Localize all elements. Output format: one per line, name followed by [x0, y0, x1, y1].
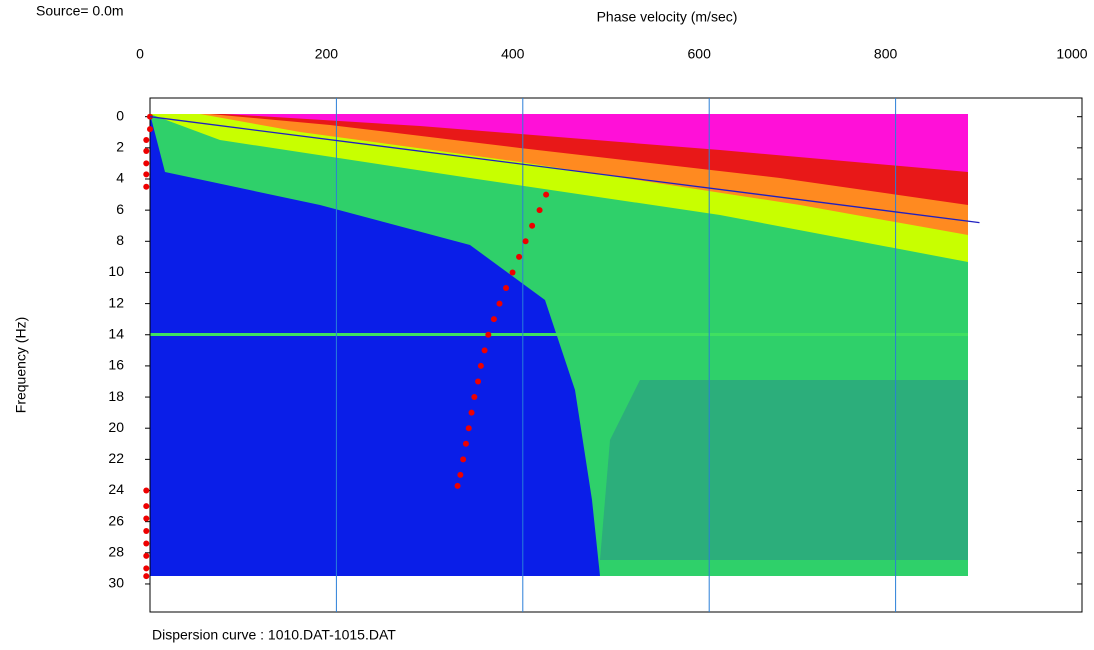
dispersion-point: [147, 126, 153, 133]
y-tick-label: 30: [108, 575, 124, 591]
dispersion-point: [143, 503, 150, 510]
dispersion-image: [150, 114, 968, 576]
y-tick-label: 18: [108, 388, 124, 404]
y-tick-label: 2: [116, 139, 124, 155]
plot-frame: [149, 97, 1083, 613]
y-tick-label: 6: [116, 201, 124, 217]
y-tick-label: 16: [108, 357, 124, 373]
velocity-line: [149, 116, 980, 224]
dispersion-point: [143, 528, 150, 535]
y-tick-label: 0: [116, 107, 124, 123]
dispersion-point: [143, 171, 150, 178]
y-tick-label: 24: [108, 481, 124, 497]
dispersion-point: [462, 440, 469, 447]
y-tick-label: 20: [108, 419, 124, 435]
dispersion-point: [143, 487, 150, 494]
dispersion-point: [143, 183, 150, 190]
y-tick-label: 8: [116, 232, 124, 248]
caption: Dispersion curve : 1010.DAT-1015.DAT: [152, 627, 396, 643]
dispersion-point: [143, 515, 150, 522]
x-tick-label: 0: [136, 46, 144, 62]
y-tick-label: 28: [108, 544, 124, 560]
dispersion-point: [490, 316, 497, 323]
dispersion-point: [468, 409, 475, 416]
x-tick-label: 600: [688, 46, 712, 62]
dispersion-point: [143, 552, 150, 559]
dispersion-point: [143, 160, 150, 167]
dispersion-point: [465, 425, 472, 432]
dispersion-point: [522, 238, 529, 245]
x-axis-label: Phase velocity (m/sec): [597, 9, 738, 25]
dispersion-point: [536, 207, 543, 214]
y-axis-label: Frequency (Hz): [13, 317, 29, 413]
dispersion-point: [529, 222, 536, 229]
dispersion-point: [543, 191, 550, 198]
x-tick-label: 200: [315, 46, 339, 62]
dispersion-point: [143, 540, 150, 547]
dispersion-point: [143, 573, 150, 580]
y-tick-label: 22: [108, 450, 124, 466]
dispersion-point: [516, 253, 523, 260]
y-tick-label: 12: [108, 294, 124, 310]
x-tick-label: 800: [874, 46, 898, 62]
dispersion-point: [509, 269, 516, 276]
dispersion-point: [496, 300, 503, 307]
dispersion-point: [485, 331, 492, 338]
x-tick-label: 400: [501, 46, 525, 62]
dispersion-point: [143, 137, 150, 144]
dispersion-point: [457, 471, 464, 478]
y-tick-label: 26: [108, 512, 124, 528]
source-label: Source= 0.0m: [36, 3, 124, 19]
dispersion-point: [471, 394, 478, 401]
dispersion-point: [481, 347, 488, 354]
y-tick-label: 10: [108, 263, 124, 279]
dispersion-point: [477, 362, 484, 369]
y-tick-label: 14: [108, 325, 124, 341]
dispersion-point: [454, 482, 461, 489]
dispersion-point: [460, 456, 467, 463]
y-tick-label: 4: [116, 170, 124, 186]
dispersion-point: [143, 147, 150, 154]
dispersion-point: [503, 285, 510, 292]
dispersion-point: [475, 378, 482, 385]
x-tick-label: 1000: [1056, 46, 1087, 62]
dispersion-point: [143, 565, 150, 572]
